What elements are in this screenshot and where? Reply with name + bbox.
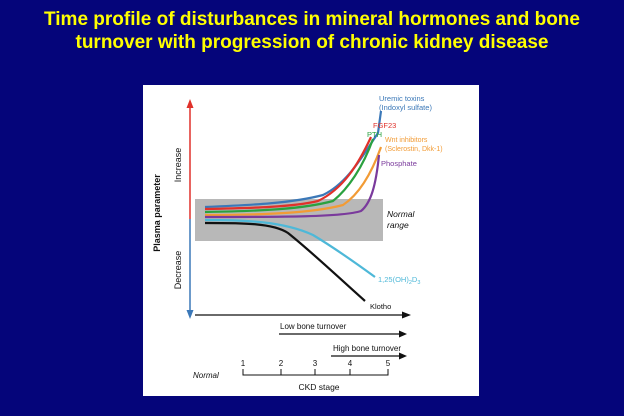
ckd-stage-ticks: 1 2 3 4 5 (241, 359, 391, 375)
chart-svg: Normal range Increase Decrease Plasma pa… (152, 94, 443, 392)
ckd-stage-label-3: 3 (313, 359, 318, 368)
ckd-stage-label-1: 1 (241, 359, 246, 368)
title-line-2: turnover with progression of chronic kid… (75, 32, 549, 53)
label-calcitriol: 1,25(OH)2D3 (378, 275, 420, 286)
ckd-stage-label-2: 2 (279, 359, 284, 368)
y-axis-label: Plasma parameter (152, 174, 162, 252)
title-line-1: Time profile of disturbances in mineral … (44, 9, 580, 30)
curve-wnt-inhibitors (204, 146, 383, 217)
curve-fgf23 (204, 136, 372, 211)
high-bone-turnover-label: High bone turnover (333, 344, 401, 353)
curve-calcitriol (204, 218, 376, 278)
ckd-stage-label-5: 5 (386, 359, 391, 368)
x-axis-arrowhead (402, 311, 411, 319)
normal-range-label-2: range (387, 220, 409, 230)
high-bone-turnover-arrowhead (399, 352, 407, 360)
label-phosphate: Phosphate (381, 159, 417, 168)
y-increase-arrowhead (186, 99, 194, 108)
curve-klotho (204, 221, 366, 302)
slide-title: Time profile of disturbances in mineral … (0, 8, 624, 54)
label-klotho: Klotho (370, 302, 391, 311)
ckd-stage-label-4: 4 (348, 359, 353, 368)
low-bone-turnover-label: Low bone turnover (280, 322, 347, 331)
curve-pth (204, 138, 375, 214)
y-increase-label: Increase (173, 148, 183, 183)
label-fgf23: FGF23 (373, 121, 396, 130)
y-decrease-label: Decrease (173, 251, 183, 290)
label-wnt-inhibitors: Wnt inhibitors (385, 137, 428, 144)
x-normal-label: Normal (193, 371, 219, 380)
label-pth: PTH (367, 130, 382, 139)
low-bone-turnover-arrowhead (399, 330, 407, 338)
x-axis-label: CKD stage (298, 382, 339, 392)
chart-panel: Normal range Increase Decrease Plasma pa… (143, 85, 479, 396)
normal-range-label-1: Normal (387, 209, 416, 219)
curve-uremic-toxins (204, 110, 383, 209)
y-decrease-arrowhead (186, 310, 194, 319)
label-uremic-toxins: Uremic toxins (379, 94, 425, 103)
label-wnt-inhibitors-sub: (Sclerostin, Dkk-1) (385, 146, 443, 153)
label-uremic-toxins-sub: (Indoxyl sulfate) (379, 103, 432, 112)
curve-phosphate (204, 154, 381, 219)
